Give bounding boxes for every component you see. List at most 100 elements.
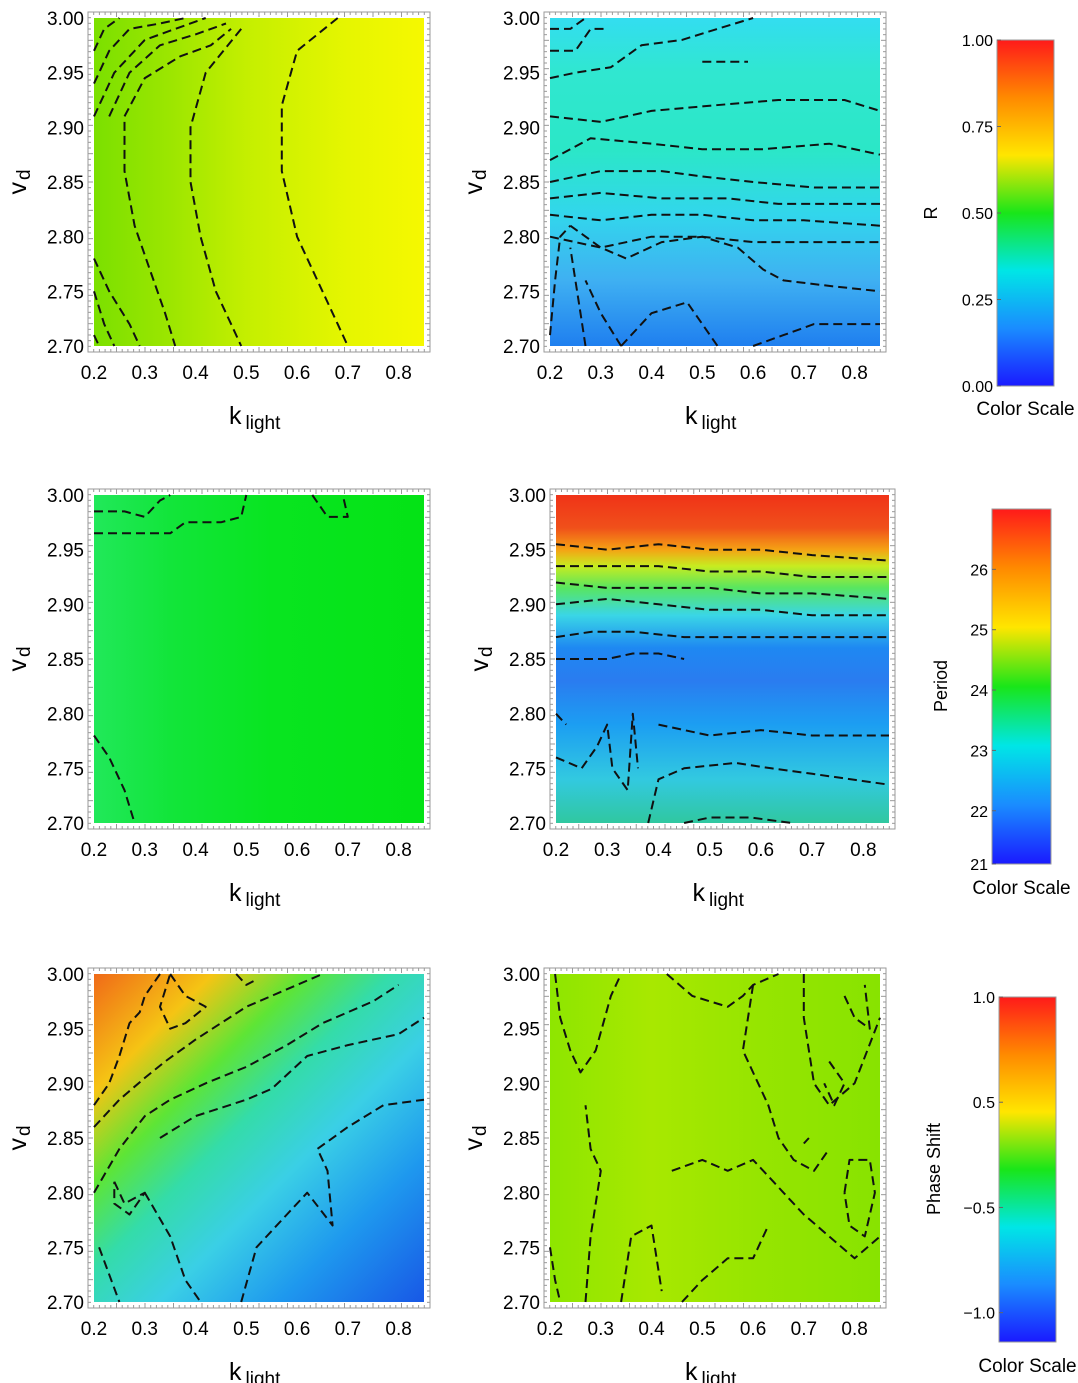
contour-line (93, 17, 120, 52)
x-tick-label: 0.2 (81, 363, 107, 384)
contour-line (843, 1158, 876, 1238)
x-tick-label: 0.4 (638, 1319, 665, 1340)
contour-line (93, 334, 101, 347)
contour-line (159, 973, 207, 1030)
contour-line (159, 1016, 425, 1139)
frame-ticks (87, 488, 431, 830)
colorbar-tick-label: −1.0 (963, 1306, 995, 1323)
contour-line (93, 258, 141, 347)
x-tick-label: 0.2 (543, 840, 569, 861)
contour-line (658, 723, 889, 737)
contour-line (550, 17, 587, 30)
x-tick-label: 0.6 (284, 840, 310, 861)
x-axis-label: k light (229, 879, 281, 911)
contour-line (843, 984, 871, 1030)
x-tick-label: 0.3 (132, 840, 158, 861)
y-tick-label: 2.75 (47, 282, 84, 303)
x-tick-label: 0.6 (740, 363, 766, 384)
x-tick-label: 0.4 (182, 840, 209, 861)
x-tick-label: 0.8 (385, 363, 411, 384)
colorbar-phase: 1.0 0.5 −0.5 −1.0 Phase Shift Color Scale (924, 990, 1077, 1377)
contour-line (93, 973, 161, 1106)
y-tick-label: 2.95 (503, 1020, 540, 1041)
heatmap-surface (94, 495, 424, 823)
x-tick-label: 0.5 (233, 1319, 259, 1340)
contour-line (555, 630, 889, 639)
y-tick-label: 2.90 (47, 118, 84, 139)
y-tick-label: 2.70 (47, 814, 84, 835)
x-tick-label: 0.2 (81, 1319, 107, 1340)
colorbar-tick-label: 22 (970, 804, 988, 821)
contour-line (189, 28, 243, 347)
y-axis-label: vd (466, 646, 497, 671)
colorbar-gradient (991, 508, 1052, 865)
x-tick-label: 0.6 (740, 1319, 766, 1340)
x-tick-label: 0.3 (588, 1319, 614, 1340)
contour-line (123, 121, 177, 347)
contour-line (93, 17, 207, 117)
y-tick-label: 2.75 (503, 1238, 540, 1259)
colorbar-tick-label: 0.25 (962, 293, 993, 310)
y-tick-label: 2.80 (503, 228, 540, 249)
panel-row1-left: 0.2 0.3 0.4 0.5 0.6 0.7 0.8 2.70 2.75 2.80 2.85 2.9… (4, 9, 431, 434)
contour-line (584, 279, 622, 347)
x-tick-label: 0.7 (791, 363, 817, 384)
contour-lines (93, 973, 425, 1303)
y-tick-label: 2.85 (509, 650, 546, 671)
frame-ticks (543, 11, 887, 353)
colorbar-tick-label: 21 (970, 857, 988, 874)
contour-lines (549, 17, 881, 347)
colorbar-axis-label: Period (931, 660, 951, 712)
contour-line (584, 1105, 602, 1303)
contour-line (549, 191, 880, 205)
y-tick-label: 2.85 (47, 650, 84, 671)
contour-line (549, 17, 754, 80)
contour-line (143, 1192, 202, 1303)
y-tick-label: 2.80 (509, 705, 546, 726)
y-tick-label: 2.70 (47, 1293, 84, 1314)
contour-line (98, 1246, 121, 1303)
contour-line (123, 28, 232, 117)
y-tick-label: 3.00 (509, 486, 546, 507)
panel-row2-right: 0.2 0.3 0.4 0.5 0.6 0.7 0.8 2.70 2.75 2.80 2.85 2.9… (466, 486, 896, 911)
x-tick-label: 0.6 (284, 1319, 310, 1340)
x-tick-label: 0.7 (791, 1319, 817, 1340)
x-tick-label: 0.2 (81, 840, 107, 861)
contour-line (647, 761, 890, 824)
contour-line (93, 984, 400, 1194)
x-axis-label: k light (229, 1358, 281, 1383)
colorbar-tick-label: 0.75 (962, 120, 993, 137)
panel-row3-right: 0.2 0.3 0.4 0.5 0.6 0.7 0.8 2.70 2.75 2.80 2.85 2.9… (460, 965, 887, 1383)
y-tick-label: 2.90 (47, 1074, 84, 1095)
y-tick-label: 2.95 (47, 1020, 84, 1041)
x-tick-label: 0.7 (799, 840, 825, 861)
colorbar-axis-label: R (921, 207, 941, 220)
contour-line (555, 713, 567, 726)
y-tick-label: 2.70 (503, 337, 540, 358)
x-tick-label: 0.4 (645, 840, 672, 861)
contour-line (235, 973, 257, 986)
colorbar-axis-label: Phase Shift (924, 1123, 944, 1215)
x-tick-label: 0.3 (594, 840, 620, 861)
colorbar-tick-label: 23 (970, 743, 988, 760)
x-tick-label: 0.5 (689, 363, 715, 384)
x-tick-label: 0.7 (335, 1319, 361, 1340)
x-axis-label: k light (229, 402, 281, 434)
colorbar-tick-label: 0.00 (962, 379, 993, 396)
contour-line (93, 17, 186, 85)
contour-line (280, 17, 349, 347)
heatmap-surface (556, 495, 889, 823)
contour-line (549, 99, 881, 123)
contour-line (752, 323, 880, 347)
colorbar-tick-label: 0.5 (973, 1095, 995, 1112)
y-tick-label: 3.00 (47, 9, 84, 30)
x-tick-label: 0.3 (132, 363, 158, 384)
x-tick-label: 0.6 (748, 840, 774, 861)
contour-line (93, 291, 116, 347)
colorbar-caption: Color Scale (978, 1356, 1076, 1377)
y-axis-label: vd (460, 1125, 491, 1150)
contour-line (240, 1098, 425, 1303)
contour-line (549, 170, 880, 189)
contour-lines (93, 17, 349, 347)
